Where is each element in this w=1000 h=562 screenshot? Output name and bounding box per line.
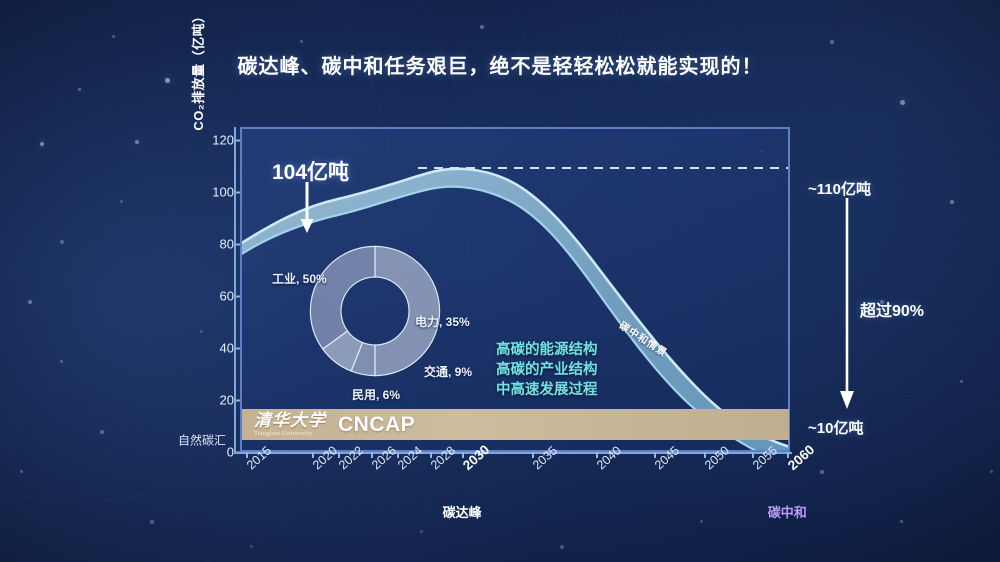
background-star <box>960 380 963 383</box>
x-axis-tick-mark <box>397 452 400 458</box>
cause-line-1: 高碳的能源结构 <box>496 342 598 358</box>
x-axis-tick-mark <box>337 452 340 458</box>
x-axis-tick-label: 2060 <box>785 441 818 474</box>
donut-label-power: 电力, 35% <box>415 315 470 329</box>
y-axis-tick: 100 <box>192 185 242 200</box>
background-star <box>150 520 154 524</box>
background-star <box>78 88 81 91</box>
annotation-reduction-percent: 超过90% <box>860 303 925 320</box>
background-star <box>100 430 104 434</box>
lower-bound-curve <box>242 185 757 450</box>
background-star <box>28 300 32 304</box>
slide-title: 碳达峰、碳中和任务艰巨，绝不是轻轻松松就能实现的！ <box>237 56 763 78</box>
peak-value-annotation: 104亿吨 <box>272 161 350 184</box>
reduction-arrow-icon <box>840 198 854 409</box>
x-axis-tick-mark <box>370 452 373 458</box>
y-axis-tick-mark <box>236 347 242 349</box>
x-axis-tick-mark <box>787 452 790 458</box>
upper-bound-curve <box>242 167 788 448</box>
x-axis-tick-mark <box>311 452 314 458</box>
annotation-neutral-level: ~10亿吨 <box>808 420 864 437</box>
background-star <box>40 142 44 146</box>
donut-slice-power <box>309 245 376 350</box>
annotation-peak-level: ~110亿吨 <box>808 181 871 198</box>
donut-slice-industry <box>374 245 441 377</box>
y-axis-tick-mark <box>236 399 242 401</box>
natural-sink-bar: 清华大学 Tsinghua University CNCAP <box>242 409 789 440</box>
background-star <box>420 530 423 533</box>
x-axis-tick-mark <box>462 452 465 458</box>
x-axis-tick-mark <box>596 452 599 458</box>
background-star <box>950 200 954 204</box>
x-axis-tick-mark <box>430 452 433 458</box>
background-star <box>480 25 484 29</box>
background-star <box>700 520 703 523</box>
background-star <box>60 240 64 244</box>
donut-label-transport: 交通, 9% <box>424 365 473 379</box>
y-axis-tick: 120 <box>192 133 242 148</box>
chart-panel: 碳中和情景 <box>240 127 790 452</box>
y-axis-ticks: 0 20 40 60 80 100 120 <box>186 0 242 562</box>
y-axis-tick: 20 <box>192 393 242 408</box>
background-star <box>60 360 63 363</box>
x-axis-tick-mark <box>751 452 754 458</box>
background-star <box>20 470 23 473</box>
x-axis-tick-mark <box>653 452 656 458</box>
x-axis-caption-neutral: 碳中和 <box>767 505 807 520</box>
y-axis-tick-mark <box>236 243 242 245</box>
natural-sink-label: 自然碳汇 <box>178 433 227 448</box>
y-axis-tick-mark <box>236 295 242 297</box>
x-axis-tick-mark <box>704 452 707 458</box>
cncap-brand: CNCAP <box>338 413 416 437</box>
background-star <box>820 470 824 474</box>
x-axis-line <box>234 452 792 454</box>
tsinghua-logo-cn: 清华大学 <box>254 410 326 430</box>
background-star <box>900 100 905 105</box>
y-axis-tick: 60 <box>192 289 242 304</box>
background-star <box>120 200 123 203</box>
donut-label-residential: 民用, 6% <box>352 388 401 402</box>
background-star <box>830 40 834 44</box>
background-star <box>990 470 993 473</box>
tsinghua-logo: 清华大学 Tsinghua University CNCAP <box>254 412 415 438</box>
cause-line-2: 高碳的产业结构 <box>496 362 598 378</box>
x-axis-tick-mark <box>531 452 534 458</box>
background-star <box>300 40 303 43</box>
emission-structure-donut <box>309 245 441 377</box>
y-axis-tick: 40 <box>192 341 242 356</box>
y-axis-line <box>234 127 236 452</box>
cause-line-3: 中高速发展过程 <box>496 382 598 398</box>
background-star <box>250 545 253 548</box>
y-axis-tick-mark <box>236 191 242 193</box>
y-axis-tick: 80 <box>192 237 242 252</box>
background-star <box>900 520 903 523</box>
background-star <box>112 35 115 38</box>
x-axis-caption-peak: 碳达峰 <box>442 505 482 520</box>
x-axis-tick-mark <box>245 452 248 458</box>
background-star <box>135 140 139 144</box>
y-axis-tick-mark <box>236 139 242 141</box>
background-star <box>560 545 564 549</box>
peak-value-arrow-icon <box>300 182 314 233</box>
tsinghua-logo-en: Tsinghua University <box>254 429 313 437</box>
donut-label-industry: 工业, 50% <box>272 272 327 286</box>
